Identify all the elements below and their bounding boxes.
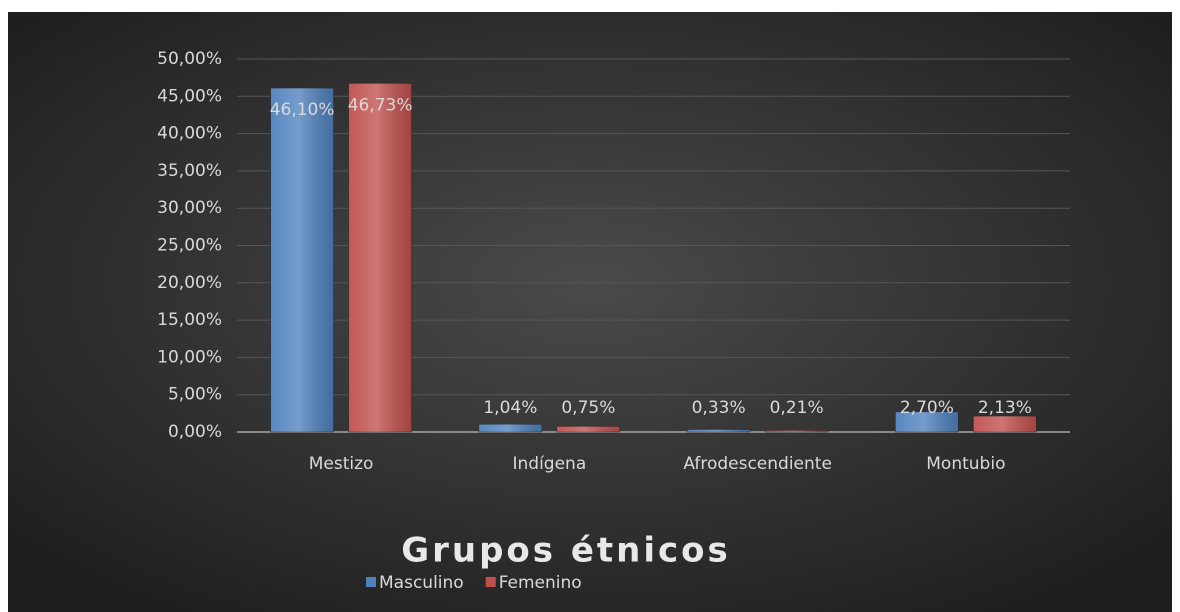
data-label: 46,73% bbox=[348, 95, 413, 115]
bar-highlight bbox=[270, 88, 334, 433]
bar-highlight bbox=[895, 411, 959, 432]
legend-label: Masculino bbox=[379, 573, 464, 593]
y-tick-label: 0,00% bbox=[168, 422, 222, 442]
y-tick-label: 40,00% bbox=[157, 124, 222, 144]
y-tick-label: 5,00% bbox=[168, 385, 222, 405]
data-label: 46,10% bbox=[270, 100, 335, 120]
data-label: 0,75% bbox=[561, 398, 615, 418]
y-tick-label: 50,00% bbox=[157, 49, 222, 69]
legend-swatch bbox=[485, 577, 496, 587]
bar-highlight bbox=[348, 83, 412, 433]
data-label: 0,33% bbox=[692, 398, 746, 418]
data-label: 2,13% bbox=[978, 398, 1032, 418]
y-tick-label: 35,00% bbox=[157, 161, 222, 181]
bar-highlight bbox=[556, 426, 620, 432]
bar-highlight bbox=[687, 429, 751, 432]
y-tick-label: 15,00% bbox=[157, 310, 222, 330]
bar-highlight bbox=[478, 424, 542, 432]
data-label: 2,70% bbox=[900, 398, 954, 418]
chart-title: Grupos étnicos bbox=[401, 531, 731, 571]
legend-label: Femenino bbox=[499, 573, 582, 593]
data-label: 0,21% bbox=[770, 398, 824, 418]
y-tick-label: 25,00% bbox=[157, 236, 222, 256]
x-tick-label: Mestizo bbox=[309, 454, 374, 474]
y-tick-label: 20,00% bbox=[157, 273, 222, 293]
x-tick-label: Indígena bbox=[513, 454, 587, 474]
y-tick-label: 10,00% bbox=[157, 347, 222, 367]
x-tick-label: Afrodescendiente bbox=[683, 454, 832, 474]
y-tick-label: 45,00% bbox=[157, 86, 222, 106]
bar-highlight bbox=[973, 416, 1037, 432]
data-label: 1,04% bbox=[483, 398, 537, 418]
x-tick-label: Montubio bbox=[926, 454, 1005, 474]
legend-swatch bbox=[366, 577, 376, 587]
chart-background bbox=[8, 12, 1172, 612]
y-tick-label: 30,00% bbox=[157, 198, 222, 218]
bar-highlight bbox=[765, 430, 829, 432]
